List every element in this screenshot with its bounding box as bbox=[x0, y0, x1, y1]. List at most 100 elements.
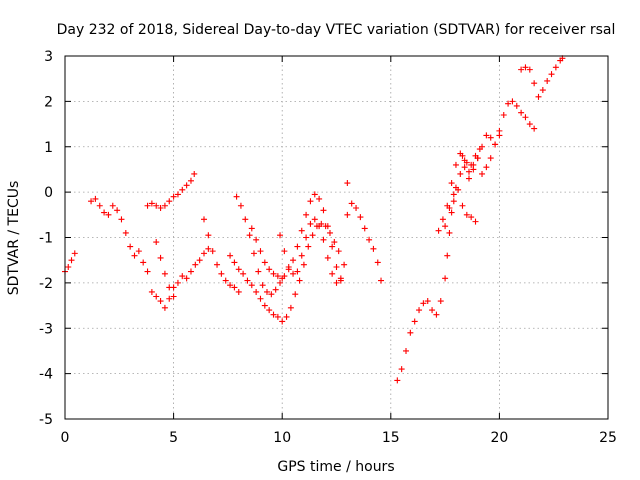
data-point bbox=[92, 195, 99, 202]
data-point bbox=[281, 248, 288, 255]
data-point bbox=[242, 216, 249, 223]
data-point bbox=[335, 248, 342, 255]
data-point bbox=[237, 202, 244, 209]
data-point bbox=[192, 261, 199, 268]
data-point bbox=[394, 377, 401, 384]
data-point bbox=[333, 279, 340, 286]
data-point bbox=[285, 263, 292, 270]
data-point bbox=[463, 211, 470, 218]
data-point bbox=[290, 270, 297, 277]
data-point bbox=[253, 288, 260, 295]
data-point bbox=[290, 257, 297, 264]
data-point bbox=[257, 295, 264, 302]
x-tick-label: 10 bbox=[273, 430, 291, 446]
data-point bbox=[179, 273, 186, 280]
data-point bbox=[526, 66, 533, 73]
data-point bbox=[500, 111, 507, 118]
data-point bbox=[227, 282, 234, 289]
chart-title: Day 232 of 2018, Sidereal Day-to-day VTE… bbox=[57, 22, 616, 38]
data-point bbox=[294, 243, 301, 250]
data-point bbox=[461, 164, 468, 171]
data-point bbox=[424, 298, 431, 305]
data-point bbox=[450, 198, 457, 205]
x-tick-label: 5 bbox=[169, 430, 178, 446]
data-point bbox=[88, 198, 95, 205]
data-point bbox=[455, 186, 462, 193]
y-tick-label: 2 bbox=[44, 94, 53, 110]
data-point bbox=[496, 132, 503, 139]
data-point bbox=[205, 232, 212, 239]
data-point bbox=[118, 216, 125, 223]
data-point bbox=[161, 304, 168, 311]
data-point bbox=[248, 282, 255, 289]
data-point bbox=[114, 207, 121, 214]
data-point bbox=[378, 277, 385, 284]
data-point bbox=[344, 211, 351, 218]
data-point bbox=[526, 121, 533, 128]
data-point bbox=[303, 234, 310, 241]
data-point bbox=[263, 288, 270, 295]
data-point bbox=[255, 268, 262, 275]
data-point bbox=[324, 254, 331, 261]
data-point bbox=[279, 275, 286, 282]
axis-ticks bbox=[64, 55, 609, 420]
data-point bbox=[470, 166, 477, 173]
data-point bbox=[437, 298, 444, 305]
data-point bbox=[109, 202, 116, 209]
data-point bbox=[361, 225, 368, 232]
data-point bbox=[205, 245, 212, 252]
data-point bbox=[250, 250, 257, 257]
data-point bbox=[65, 263, 72, 270]
data-point bbox=[307, 198, 314, 205]
data-point bbox=[448, 180, 455, 187]
y-tick-label: -1 bbox=[39, 231, 53, 247]
data-point bbox=[266, 307, 273, 314]
data-point bbox=[161, 202, 168, 209]
data-point bbox=[222, 277, 229, 284]
y-tick-label: 3 bbox=[44, 49, 53, 65]
data-point bbox=[140, 259, 147, 266]
data-point bbox=[472, 218, 479, 225]
data-point bbox=[487, 155, 494, 162]
x-tick-label: 0 bbox=[61, 430, 70, 446]
data-point bbox=[183, 182, 190, 189]
data-point bbox=[153, 202, 160, 209]
data-point bbox=[105, 211, 112, 218]
data-point bbox=[170, 293, 177, 300]
data-points bbox=[62, 55, 566, 384]
x-tick-label: 20 bbox=[490, 430, 508, 446]
data-point bbox=[459, 202, 466, 209]
data-point bbox=[492, 141, 499, 148]
data-point bbox=[246, 232, 253, 239]
data-point bbox=[459, 152, 466, 159]
data-point bbox=[183, 275, 190, 282]
data-point bbox=[283, 313, 290, 320]
data-point bbox=[476, 146, 483, 153]
data-point bbox=[429, 307, 436, 314]
data-point bbox=[235, 288, 242, 295]
data-point bbox=[298, 252, 305, 259]
data-point bbox=[187, 177, 194, 184]
y-tick-label: -5 bbox=[39, 412, 53, 428]
data-point bbox=[479, 170, 486, 177]
data-point bbox=[468, 161, 475, 168]
data-point bbox=[535, 93, 542, 100]
data-point bbox=[161, 270, 168, 277]
data-point bbox=[465, 175, 472, 182]
data-point bbox=[191, 170, 198, 177]
y-tick-label: -4 bbox=[39, 367, 53, 383]
data-point bbox=[135, 248, 142, 255]
data-point bbox=[344, 180, 351, 187]
data-point bbox=[166, 198, 173, 205]
data-point bbox=[157, 254, 164, 261]
data-point bbox=[174, 191, 181, 198]
y-tick-label: -3 bbox=[39, 321, 53, 337]
data-point bbox=[522, 114, 529, 121]
data-point bbox=[411, 318, 418, 325]
data-point bbox=[170, 193, 177, 200]
y-tick-label: 1 bbox=[44, 140, 53, 156]
data-point bbox=[513, 102, 520, 109]
data-point bbox=[468, 214, 475, 221]
data-point bbox=[244, 277, 251, 284]
data-point bbox=[320, 207, 327, 214]
